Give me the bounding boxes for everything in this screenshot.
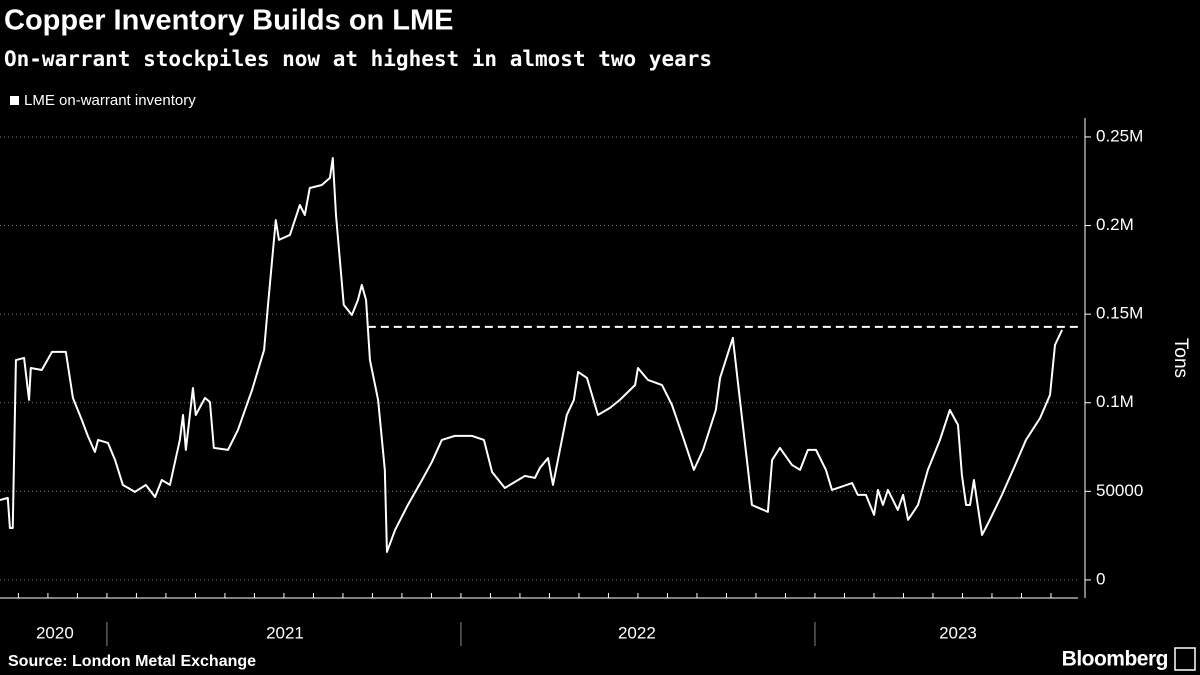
line-series	[0, 157, 1063, 553]
brand: Bloomberg	[1062, 648, 1168, 671]
chart-title: Copper Inventory Builds on LME	[4, 5, 454, 37]
chart-subtitle: On-warrant stockpiles now at highest in …	[4, 47, 712, 71]
y-tick-label: 0	[1096, 569, 1105, 588]
y-tick-label: 50000	[1096, 481, 1143, 500]
legend-swatch	[10, 96, 19, 105]
x-tick-label: 2021	[266, 623, 304, 642]
legend-label: LME on-warrant inventory	[24, 92, 196, 109]
brand-icon	[1174, 647, 1196, 671]
y-tick-label: 0.1M	[1096, 392, 1134, 411]
y-axis-title: Tons	[1170, 338, 1191, 378]
x-tick-label: 2023	[939, 623, 977, 642]
source: Source: London Metal Exchange	[8, 653, 256, 670]
x-tick-label: 2022	[618, 623, 656, 642]
y-tick-label: 0.15M	[1096, 304, 1143, 323]
y-tick-label: 0.25M	[1096, 126, 1143, 145]
y-tick-label: 0.2M	[1096, 215, 1134, 234]
x-tick-label: 2020	[36, 623, 74, 642]
